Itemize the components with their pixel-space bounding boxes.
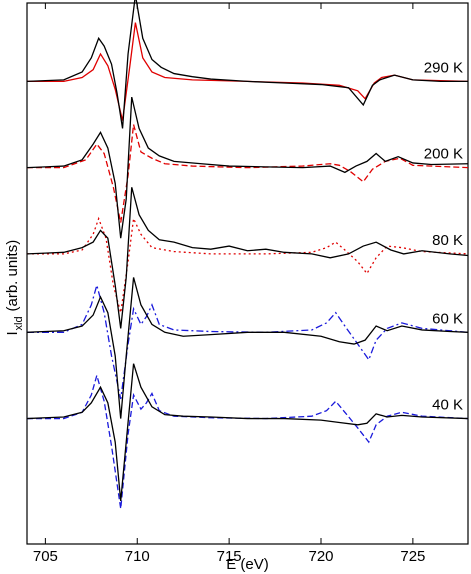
y-axis-label-main: I <box>4 331 21 335</box>
model-curve-60k <box>27 282 469 400</box>
plot-frame <box>26 2 469 545</box>
y-axis-label: I xld (arb. units) <box>4 240 25 336</box>
experiment-curve-60k <box>26 277 469 419</box>
experiment-curve-80k <box>26 187 469 329</box>
temperature-label-80k: 80 K <box>432 232 463 249</box>
x-tick-label: 715 <box>217 548 242 565</box>
x-axis-label: E (eV) <box>226 556 269 573</box>
temperature-labels: 290 K 200 K 80 K 60 K 40 K <box>424 59 463 413</box>
x-tick-label: 705 <box>33 548 58 565</box>
spectra-curves <box>26 0 469 509</box>
y-axis-label-units: (arb. units) <box>4 240 21 312</box>
temperature-label-200k: 200 K <box>424 146 463 163</box>
experiment-curve-40k <box>26 363 469 501</box>
temperature-label-290k: 290 K <box>424 59 463 76</box>
x-tick-label: 710 <box>125 548 150 565</box>
temperature-label-60k: 60 K <box>432 310 463 327</box>
x-tick-label: 725 <box>400 548 425 565</box>
experiment-curve-200k <box>26 96 469 239</box>
model-curve-290k <box>27 22 469 121</box>
y-axis-label-subscript: xld <box>13 316 25 330</box>
model-curve-80k <box>27 216 469 313</box>
x-tick-label: 720 <box>308 548 333 565</box>
temperature-label-40k: 40 K <box>432 397 463 414</box>
model-curve-40k <box>27 373 469 509</box>
experiment-curve-290k <box>26 0 468 129</box>
model-curve-200k <box>27 124 469 223</box>
x-ticks: 705 710 715 720 725 <box>33 3 425 565</box>
